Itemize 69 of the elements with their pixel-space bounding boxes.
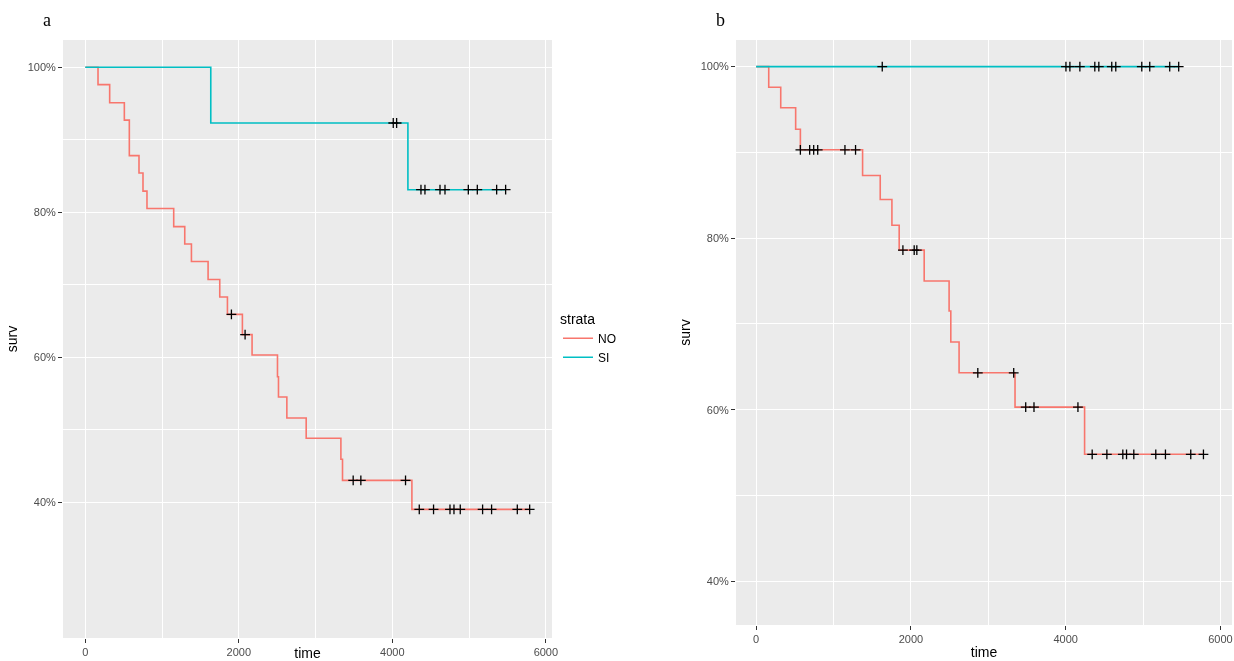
x-tick-label: 6000 bbox=[1208, 633, 1233, 646]
y-axis-title: surv bbox=[677, 319, 694, 346]
x-tick-label: 4000 bbox=[1053, 633, 1078, 646]
y-axis-title: surv bbox=[4, 325, 21, 353]
point bbox=[239, 329, 251, 341]
x-tick-label: 0 bbox=[82, 646, 89, 659]
point bbox=[419, 184, 431, 196]
x-tick-label: 2000 bbox=[898, 633, 924, 646]
point bbox=[1128, 448, 1140, 460]
y-tick-label: 80% bbox=[33, 206, 56, 218]
point bbox=[462, 184, 474, 196]
chart-title: a bbox=[43, 10, 51, 30]
point bbox=[897, 244, 909, 256]
point bbox=[1086, 448, 1098, 460]
y-tick-label: 100% bbox=[27, 61, 57, 74]
point bbox=[1074, 61, 1086, 73]
point bbox=[500, 184, 512, 196]
point bbox=[391, 117, 403, 129]
point bbox=[439, 184, 451, 196]
point bbox=[1028, 401, 1040, 413]
point bbox=[428, 503, 440, 515]
point bbox=[1072, 401, 1084, 413]
point bbox=[399, 474, 412, 486]
y-tick-label: 100% bbox=[700, 60, 730, 73]
point bbox=[1150, 448, 1162, 460]
y-tick-label: 40% bbox=[706, 575, 729, 588]
point bbox=[1159, 448, 1171, 460]
point bbox=[1136, 61, 1148, 73]
point bbox=[1093, 61, 1105, 73]
point bbox=[477, 503, 489, 515]
point bbox=[1185, 448, 1197, 460]
x-tick-label: 6000 bbox=[533, 646, 559, 659]
legend-label: SI bbox=[598, 350, 610, 365]
x-tick-label: 4000 bbox=[380, 646, 405, 659]
point bbox=[491, 184, 503, 196]
point bbox=[471, 184, 483, 196]
x-axis-title: time bbox=[294, 645, 321, 661]
point bbox=[839, 144, 851, 156]
y-tick-label: 60% bbox=[33, 350, 56, 363]
point bbox=[225, 308, 237, 320]
legend-label: NO bbox=[598, 331, 616, 346]
y-tick-label: 40% bbox=[33, 495, 56, 508]
point bbox=[794, 144, 806, 156]
y-tick-label: 80% bbox=[706, 232, 729, 244]
chart-title: b bbox=[716, 10, 725, 30]
legend-title: strata bbox=[560, 310, 596, 327]
point bbox=[876, 61, 888, 73]
x-tick-label: 2000 bbox=[226, 646, 252, 659]
x-tick-label: 0 bbox=[753, 633, 760, 646]
point bbox=[511, 503, 523, 515]
point bbox=[413, 503, 425, 515]
point bbox=[1020, 401, 1032, 413]
point bbox=[1008, 367, 1020, 379]
point bbox=[812, 144, 824, 156]
point bbox=[1173, 61, 1185, 73]
point bbox=[1064, 61, 1076, 73]
point bbox=[454, 503, 466, 515]
x-axis-title: time bbox=[970, 643, 998, 660]
point bbox=[1164, 61, 1176, 73]
y-tick-label: 60% bbox=[706, 403, 729, 416]
point bbox=[347, 474, 359, 486]
point bbox=[524, 503, 536, 515]
point bbox=[355, 474, 367, 486]
point bbox=[1101, 448, 1113, 460]
point bbox=[850, 144, 862, 156]
point bbox=[486, 503, 498, 515]
point bbox=[1197, 448, 1209, 460]
point bbox=[1144, 61, 1156, 73]
point bbox=[972, 367, 984, 379]
